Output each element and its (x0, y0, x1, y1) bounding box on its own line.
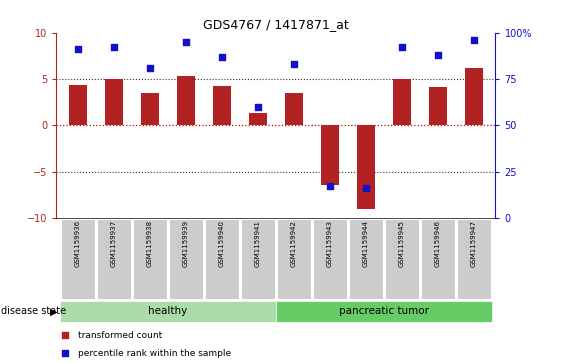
Point (470, 37, 479, 43)
FancyBboxPatch shape (312, 219, 347, 299)
Point (61, 332, 70, 338)
Point (145, 65, 154, 71)
Bar (465, 68, 483, 125)
FancyBboxPatch shape (348, 219, 383, 299)
Point (289, 61, 298, 67)
FancyBboxPatch shape (276, 219, 311, 299)
Text: GSM1159942: GSM1159942 (291, 220, 297, 267)
Text: GSM1159944: GSM1159944 (363, 220, 369, 267)
Text: GSM1159947: GSM1159947 (471, 220, 477, 267)
FancyBboxPatch shape (276, 301, 492, 322)
Text: GSM1159945: GSM1159945 (399, 220, 405, 267)
Bar (213, 86, 231, 125)
Point (73, 46, 82, 52)
Bar (393, 79, 411, 125)
FancyBboxPatch shape (97, 219, 131, 299)
Point (181, 39, 190, 45)
Title: GDS4767 / 1417871_at: GDS4767 / 1417871_at (203, 19, 348, 32)
FancyBboxPatch shape (60, 301, 276, 322)
Text: GSM1159937: GSM1159937 (111, 220, 117, 268)
Text: ▶: ▶ (50, 306, 57, 316)
Text: GSM1159946: GSM1159946 (435, 220, 441, 267)
Text: transformed count: transformed count (78, 331, 163, 339)
FancyBboxPatch shape (240, 219, 275, 299)
Point (361, 185, 370, 191)
Bar (141, 93, 159, 125)
Text: GSM1159943: GSM1159943 (327, 220, 333, 267)
Text: GSM1159936: GSM1159936 (75, 220, 81, 268)
Bar (429, 87, 447, 125)
FancyBboxPatch shape (61, 219, 95, 299)
Bar (249, 113, 267, 125)
FancyBboxPatch shape (421, 219, 455, 299)
Point (397, 45, 406, 50)
FancyBboxPatch shape (133, 219, 167, 299)
Point (434, 52, 443, 58)
FancyBboxPatch shape (457, 219, 491, 299)
FancyBboxPatch shape (385, 219, 419, 299)
Point (253, 104, 262, 110)
Text: GSM1159938: GSM1159938 (147, 220, 153, 268)
Bar (285, 93, 303, 125)
FancyBboxPatch shape (168, 219, 203, 299)
Point (325, 183, 334, 189)
Bar (105, 79, 123, 125)
Text: GSM1159939: GSM1159939 (183, 220, 189, 268)
Text: pancreatic tumor: pancreatic tumor (339, 306, 429, 316)
Text: healthy: healthy (148, 306, 187, 316)
FancyBboxPatch shape (204, 219, 239, 299)
Bar (321, 125, 339, 185)
Bar (69, 85, 87, 125)
Point (109, 45, 118, 50)
Bar (177, 76, 195, 125)
Text: GSM1159941: GSM1159941 (255, 220, 261, 267)
Text: percentile rank within the sample: percentile rank within the sample (78, 348, 231, 358)
Text: GSM1159940: GSM1159940 (219, 220, 225, 267)
Bar (357, 125, 375, 208)
Point (217, 54, 226, 60)
Text: disease state: disease state (1, 306, 66, 316)
Point (61, 350, 70, 356)
